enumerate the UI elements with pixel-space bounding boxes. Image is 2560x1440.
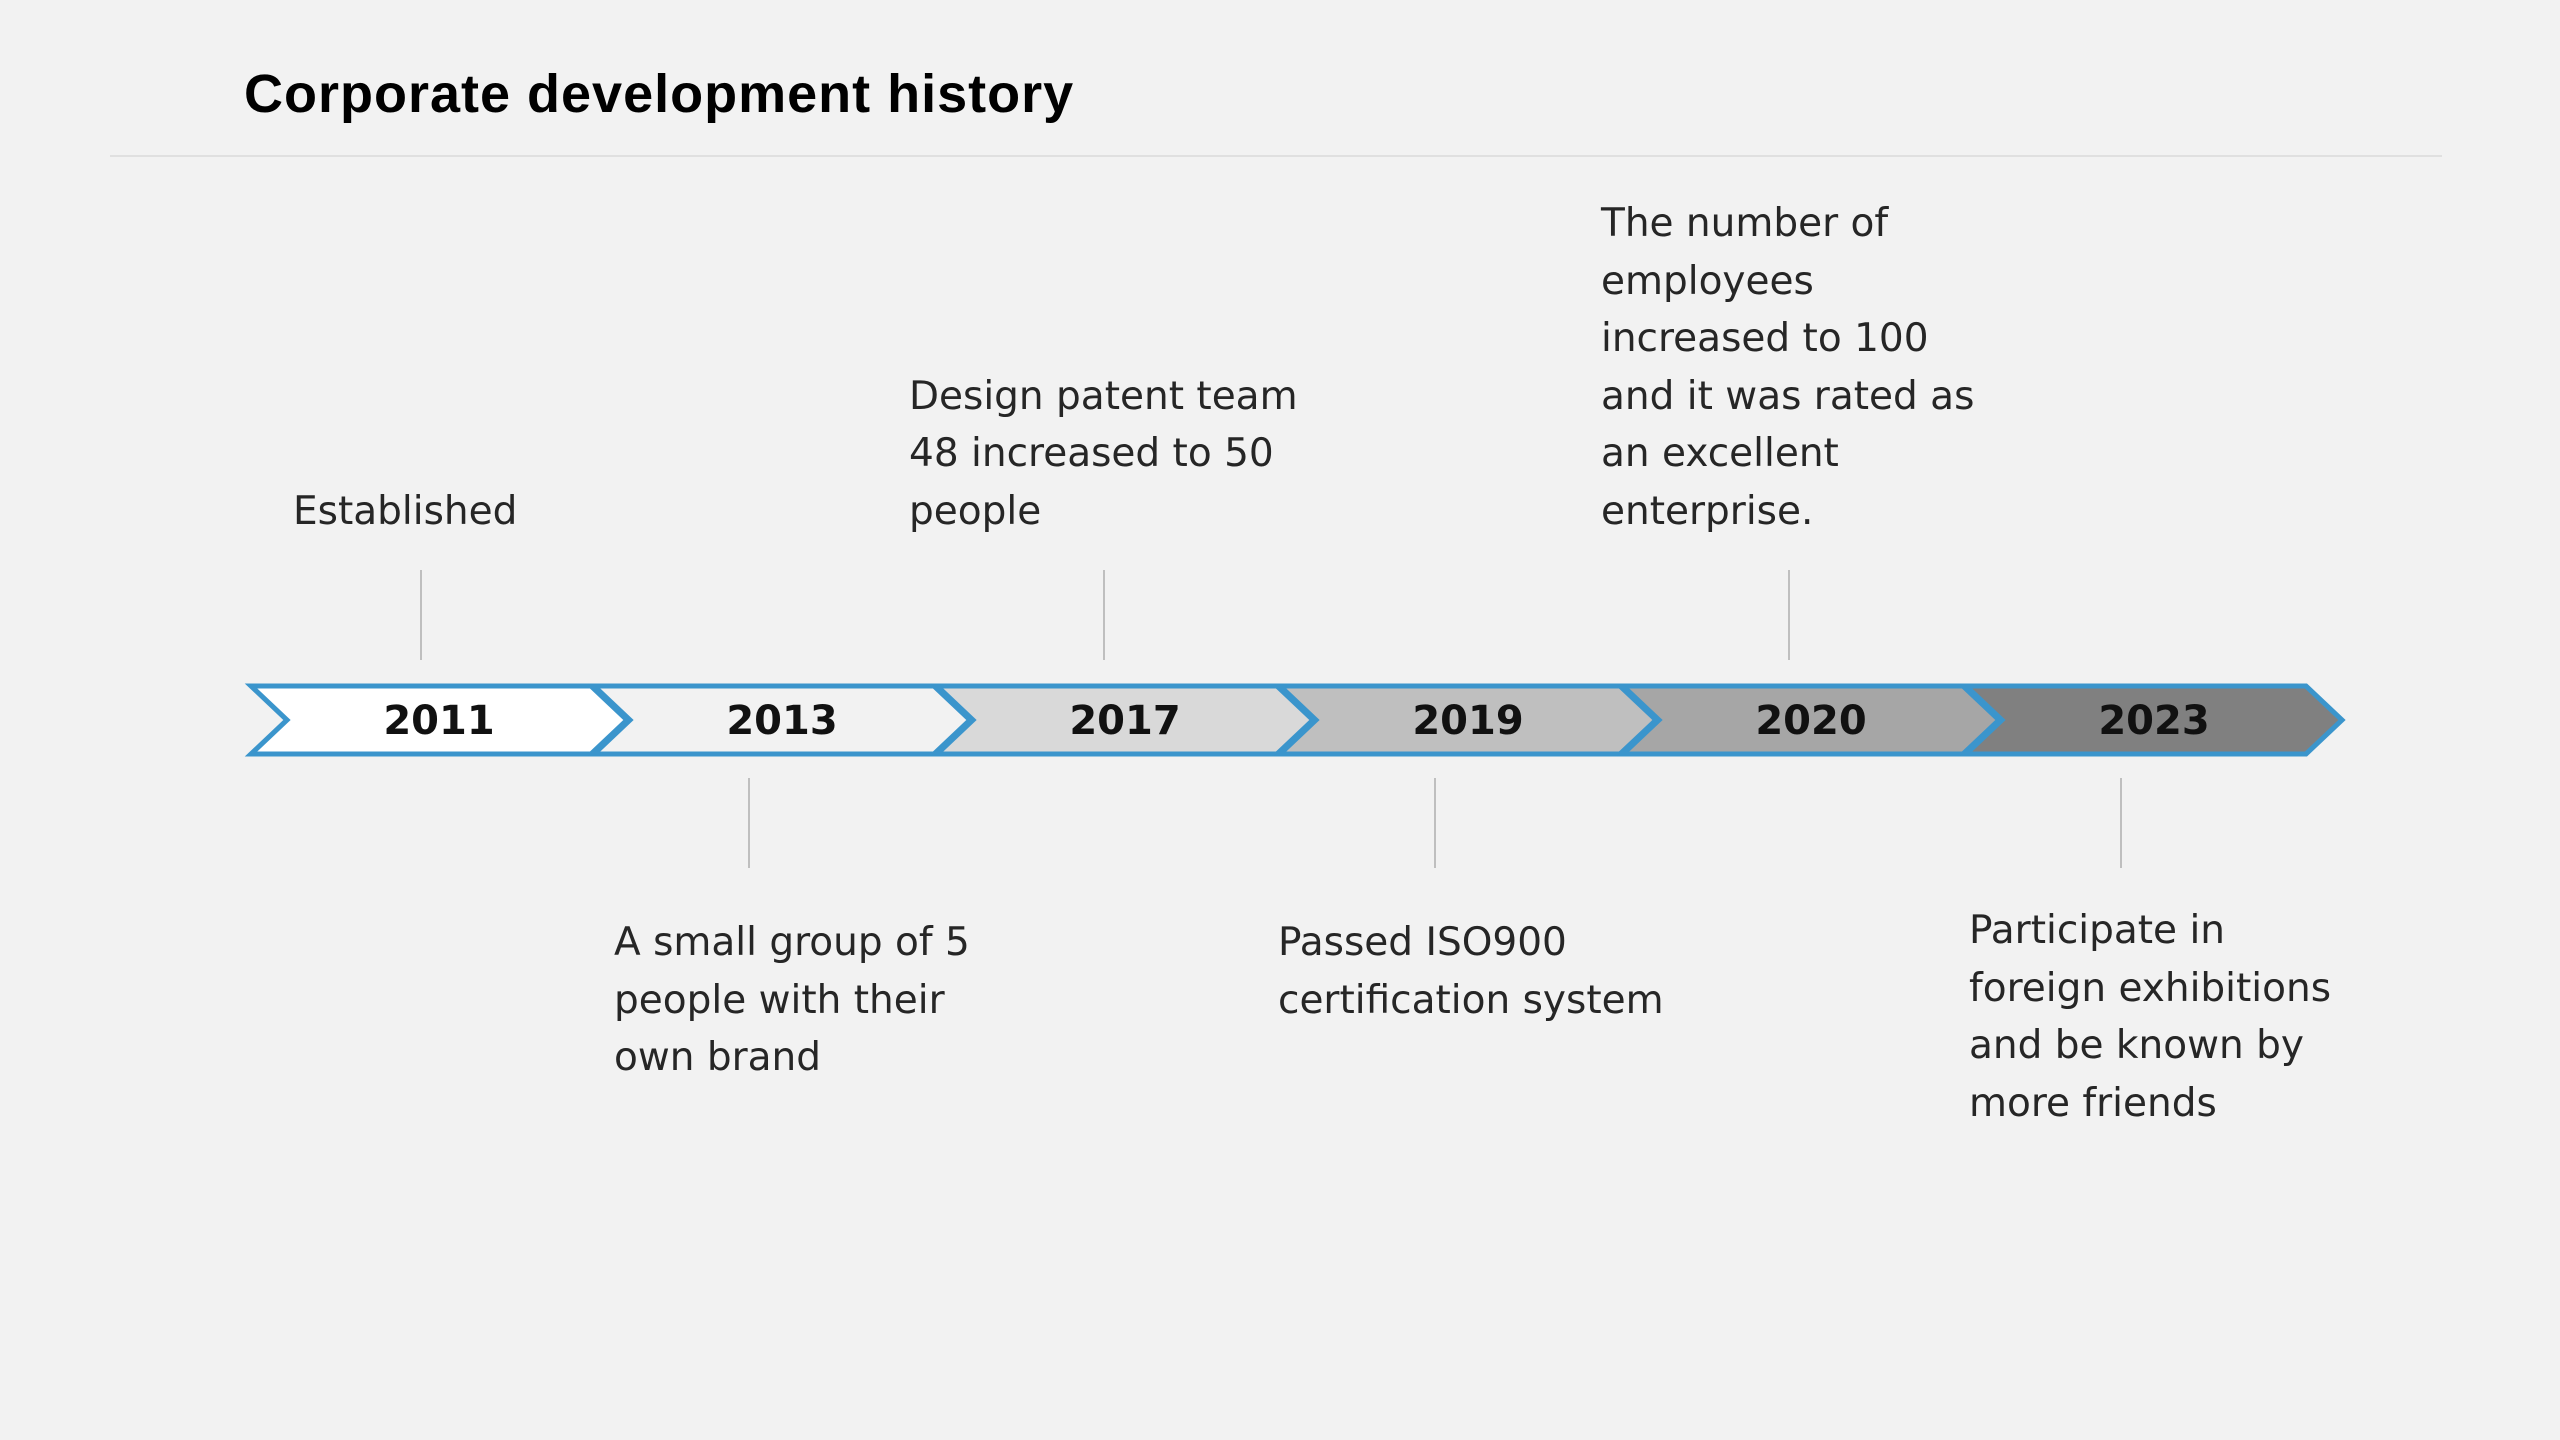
milestone-connector <box>748 778 750 868</box>
milestone-year: 2019 <box>1412 698 1523 744</box>
page-title: Corporate development history <box>244 64 1075 124</box>
milestone-chevron-2017: 2017 <box>930 683 1317 757</box>
milestone-text: Passed ISO900 certification system <box>1278 920 1664 1023</box>
milestone-connector <box>1434 778 1436 868</box>
title-divider <box>110 155 2442 157</box>
milestone-text: A small group of 5 people with their own… <box>614 920 970 1080</box>
milestone-text: Participate in foreign exhibitions and b… <box>1969 908 2332 1126</box>
milestone-description-2011: Established <box>293 140 713 540</box>
milestone-description-2017: Design patent team 48 increased to 50 pe… <box>909 140 1319 540</box>
milestone-description-2013: A small group of 5 people with their own… <box>614 914 1004 1087</box>
milestone-description-2023: Participate in foreign exhibitions and b… <box>1969 902 2369 1132</box>
milestone-year: 2020 <box>1755 698 1866 744</box>
milestone-text: The number of employees increased to 100… <box>1601 201 1975 534</box>
milestone-year: 2017 <box>1069 698 1180 744</box>
milestone-text: Established <box>293 488 518 534</box>
milestone-connector <box>2120 778 2122 868</box>
milestone-connector <box>1103 570 1105 660</box>
milestone-chevron-2020: 2020 <box>1616 683 2003 757</box>
milestone-text: Design patent team 48 increased to 50 pe… <box>909 373 1298 534</box>
milestone-chevron-2013: 2013 <box>587 683 974 757</box>
milestone-year: 2013 <box>726 698 837 744</box>
milestone-description-2019: Passed ISO900 certification system <box>1278 914 1688 1029</box>
milestone-chevron-2011: 2011 <box>244 683 631 757</box>
chevron-shape <box>1959 683 2346 757</box>
milestone-connector <box>1788 570 1790 660</box>
milestone-chevron-2019: 2019 <box>1273 683 1660 757</box>
milestone-year: 2011 <box>383 698 494 744</box>
milestone-description-2020: The number of employees increased to 100… <box>1601 140 2011 540</box>
milestone-chevron-2023: 2023 <box>1959 683 2346 757</box>
milestone-year: 2023 <box>2098 698 2209 744</box>
milestone-connector <box>420 570 422 660</box>
